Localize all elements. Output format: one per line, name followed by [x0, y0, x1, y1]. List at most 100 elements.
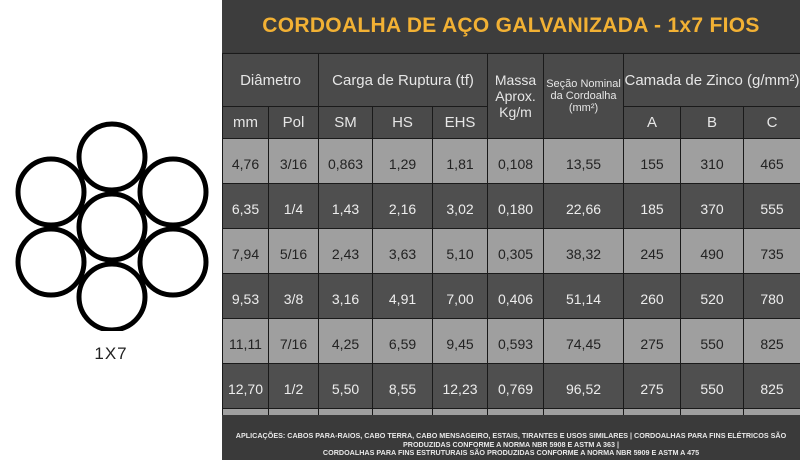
table-row: 9,53 3/8 3,16 4,91 7,00 0,406 51,14 260 520 780: [222, 273, 800, 319]
wire-top: [76, 121, 148, 193]
cell-pol: 1/4: [267, 183, 320, 229]
spec-table-body: 4,76 3/16 0,863 1,29 1,81 0,108 13,55 155 310 465…: [222, 138, 800, 454]
cell-hs: 1,29: [372, 138, 434, 184]
wire-bottom: [76, 261, 148, 331]
cell-mm: 4,76: [222, 138, 269, 184]
wire-bottom-left: [15, 226, 87, 298]
cell-mm: 6,35: [222, 183, 269, 229]
table-row: 6,35 1/4 1,43 2,16 3,02 0,180 22,66 185 370 555: [222, 183, 800, 229]
cell-zinco-b: 550: [680, 363, 745, 409]
cell-zinco-a: 275: [623, 318, 682, 364]
cell-pol: 5/16: [267, 228, 320, 274]
cell-zinco-b: 550: [680, 318, 745, 364]
spec-table: Diâmetro Carga de Ruptura (tf) Massa Apr…: [221, 53, 800, 454]
cell-mm: 11,11: [222, 318, 269, 364]
cell-secao: 22,66: [543, 183, 625, 229]
wire-top-right: [137, 156, 209, 228]
header-zinco-a: A: [623, 106, 682, 139]
cell-pol: 7/16: [267, 318, 320, 364]
cell-sm: 3,16: [318, 273, 374, 319]
spec-panel: CORDOALHA DE AÇO GALVANIZADA - 1x7 FIOS …: [221, 0, 800, 460]
page-title: CORDOALHA DE AÇO GALVANIZADA - 1x7 FIOS: [222, 0, 800, 52]
header-massa-line1: Massa: [494, 72, 537, 88]
wire-bottom-right: [137, 226, 209, 298]
cell-secao: 96,52: [543, 363, 625, 409]
strand-cross-section-diagram: [15, 121, 209, 331]
header-secao-line3: (mm²): [568, 102, 599, 114]
header-sm: SM: [318, 106, 374, 139]
cell-secao: 74,45: [543, 318, 625, 364]
cell-pol: 1/2: [267, 363, 320, 409]
cell-hs: 8,55: [372, 363, 434, 409]
header-massa-line3: Kg/m: [499, 104, 532, 120]
header-zinco-c: C: [743, 106, 800, 139]
cell-secao: 38,32: [543, 228, 625, 274]
footer-line-1: APLICAÇÕES: CABOS PARA-RAIOS, CABO TERRA…: [235, 431, 787, 449]
cell-zinco-c: 465: [743, 138, 800, 184]
cell-sm: 1,43: [318, 183, 374, 229]
cell-zinco-a: 155: [623, 138, 682, 184]
header-carga-ruptura: Carga de Ruptura (tf): [318, 53, 489, 107]
cell-hs: 3,63: [372, 228, 434, 274]
cell-massa: 0,769: [487, 363, 545, 409]
wire-center: [76, 191, 148, 263]
cell-mm: 12,70: [222, 363, 269, 409]
cell-mm: 7,94: [222, 228, 269, 274]
header-secao-nominal: Seção Nominal da Cordoalha (mm²): [543, 53, 625, 139]
footer-notes: APLICAÇÕES: CABOS PARA-RAIOS, CABO TERRA…: [222, 415, 800, 460]
header-secao-line1: Seção Nominal: [546, 78, 621, 90]
cell-massa: 0,108: [487, 138, 545, 184]
cell-hs: 4,91: [372, 273, 434, 319]
cell-zinco-b: 490: [680, 228, 745, 274]
cell-sm: 2,43: [318, 228, 374, 274]
cell-zinco-b: 310: [680, 138, 745, 184]
header-massa: Massa Aprox. Kg/m: [487, 53, 545, 139]
cell-ehs: 7,00: [432, 273, 489, 319]
cell-pol: 3/16: [267, 138, 320, 184]
cell-ehs: 5,10: [432, 228, 489, 274]
header-zinco-b: B: [680, 106, 745, 139]
cell-zinco-b: 370: [680, 183, 745, 229]
cell-pol: 3/8: [267, 273, 320, 319]
cell-hs: 2,16: [372, 183, 434, 229]
cell-sm: 0,863: [318, 138, 374, 184]
cell-zinco-c: 825: [743, 363, 800, 409]
cell-zinco-c: 825: [743, 318, 800, 364]
cell-zinco-c: 555: [743, 183, 800, 229]
cell-zinco-c: 780: [743, 273, 800, 319]
cell-sm: 5,50: [318, 363, 374, 409]
table-row: 12,70 1/2 5,50 8,55 12,23 0,769 96,52 275 550 825: [222, 363, 800, 409]
table-row: 4,76 3/16 0,863 1,29 1,81 0,108 13,55 155 310 465: [222, 138, 800, 184]
header-mm: mm: [222, 106, 269, 139]
cell-massa: 0,593: [487, 318, 545, 364]
left-panel: 1X7: [0, 0, 222, 460]
header-hs: HS: [372, 106, 434, 139]
cell-ehs: 9,45: [432, 318, 489, 364]
cell-massa: 0,406: [487, 273, 545, 319]
cell-secao: 51,14: [543, 273, 625, 319]
footer-line-2: CORDOALHAS PARA FINS ESTRUTURAIS SÃO PRO…: [322, 448, 700, 457]
wire-top-left: [15, 156, 87, 228]
cell-massa: 0,305: [487, 228, 545, 274]
header-massa-line2: Aprox.: [495, 88, 536, 104]
table-row: 11,11 7/16 4,25 6,59 9,45 0,593 74,45 275 550 825: [222, 318, 800, 364]
cell-mm: 9,53: [222, 273, 269, 319]
header-pol: Pol: [267, 106, 320, 139]
strand-label: 1X7: [94, 344, 128, 363]
cell-ehs: 1,81: [432, 138, 489, 184]
header-ehs: EHS: [432, 106, 489, 139]
cell-massa: 0,180: [487, 183, 545, 229]
cell-hs: 6,59: [372, 318, 434, 364]
header-camada-zinco: Camada de Zinco (g/mm²): [623, 53, 800, 107]
header-diametro: Diâmetro: [221, 53, 320, 107]
cell-secao: 13,55: [543, 138, 625, 184]
cell-zinco-a: 275: [623, 363, 682, 409]
cell-zinco-b: 520: [680, 273, 745, 319]
cell-zinco-a: 185: [623, 183, 682, 229]
cell-sm: 4,25: [318, 318, 374, 364]
table-row: 7,94 5/16 2,43 3,63 5,10 0,305 38,32 245 490 735: [222, 228, 800, 274]
cell-zinco-c: 735: [743, 228, 800, 274]
header-secao-line2: da Cordoalha: [550, 90, 617, 102]
cell-ehs: 3,02: [432, 183, 489, 229]
cell-zinco-a: 260: [623, 273, 682, 319]
